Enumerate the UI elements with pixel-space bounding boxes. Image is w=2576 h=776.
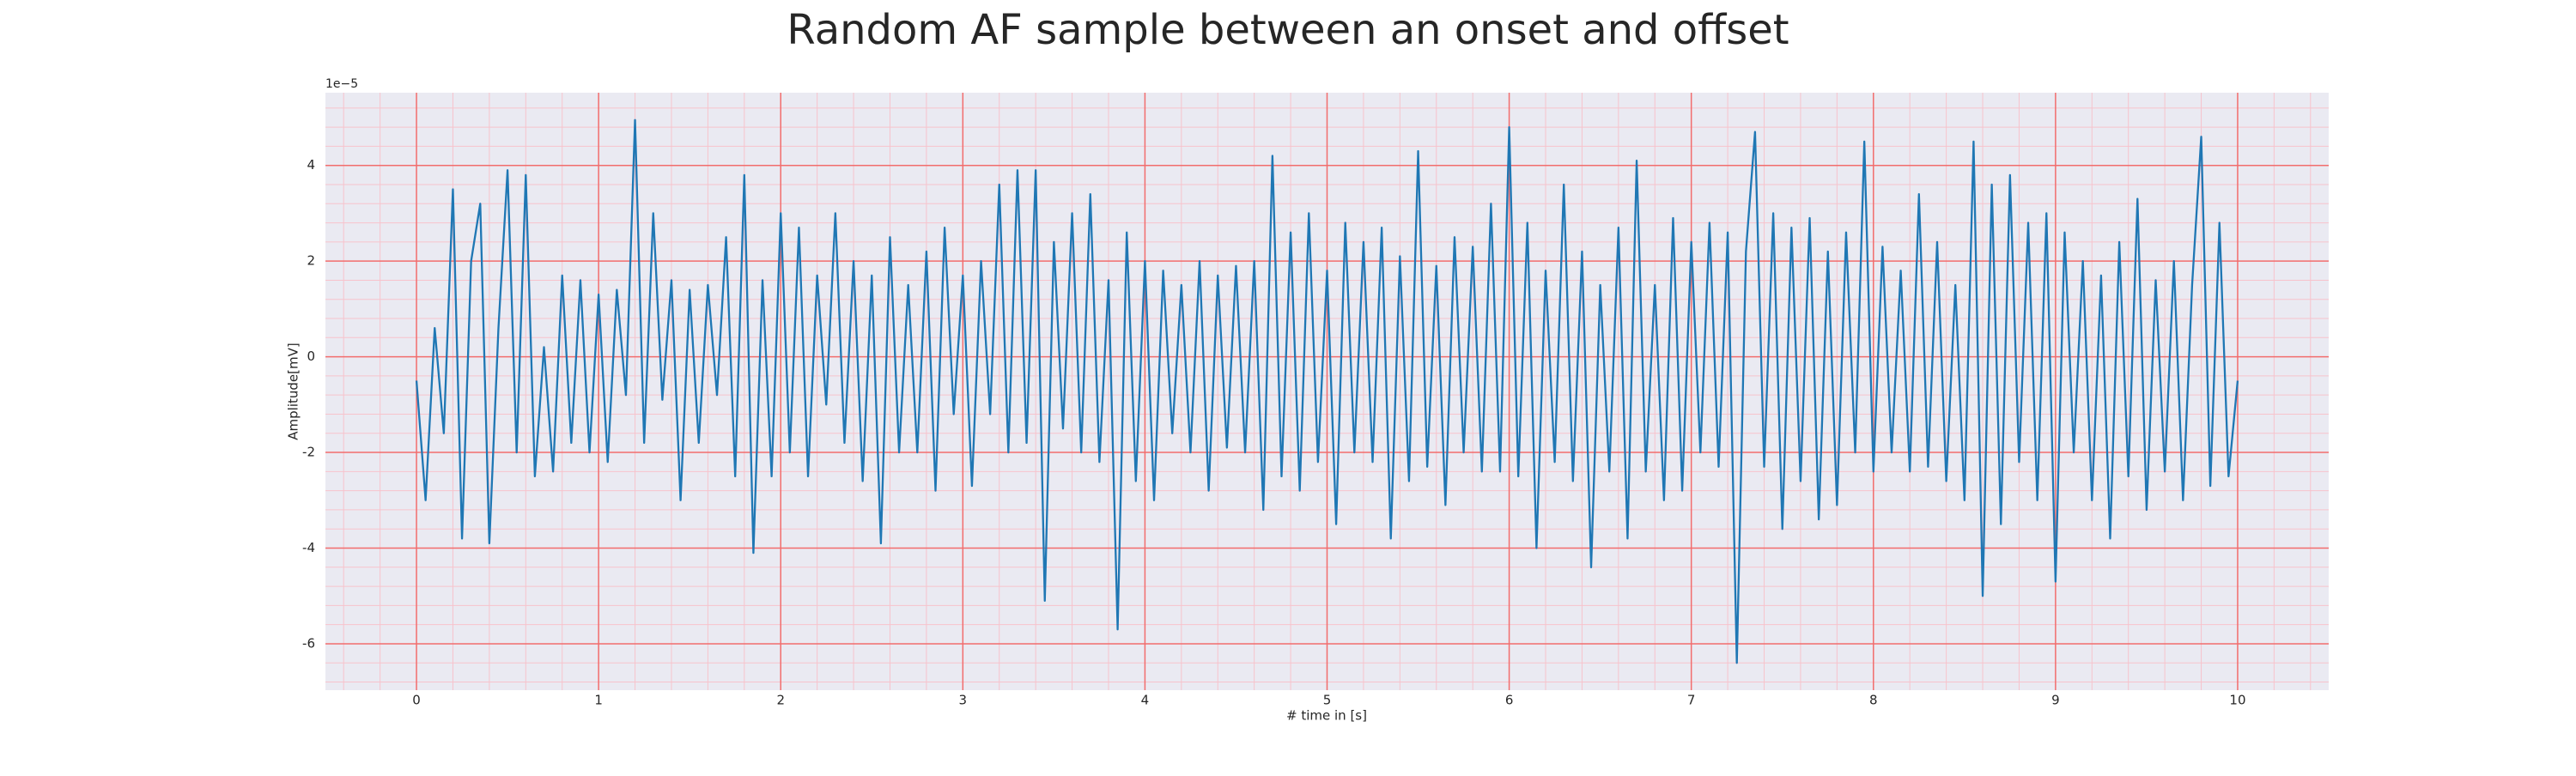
x-axis-label: # time in [s] [1286,708,1367,724]
y-tick-label: 0 [307,349,315,364]
x-tick-label: 5 [1323,693,1332,708]
x-tick-label: 3 [959,693,968,708]
x-tick-label: 8 [1869,693,1878,708]
x-tick-label: 2 [776,693,785,708]
chart-title: Random AF sample between an onset and of… [787,6,1789,54]
y-axis-label: Amplitude[mV] [286,343,301,440]
x-tick-label: 1 [594,693,603,708]
y-tick-label: 2 [307,253,315,269]
y-offset-label: 1e−5 [325,77,358,91]
x-tick-label: 10 [2229,693,2245,708]
y-tick-label: -6 [302,635,315,651]
x-tick-label: 0 [412,693,421,708]
x-tick-label: 9 [2051,693,2060,708]
x-tick-label: 4 [1141,693,1150,708]
y-tick-label: -4 [302,540,315,555]
y-tick-label: 4 [307,157,315,173]
y-tick-label: -2 [302,445,315,460]
signal-line [415,118,2239,664]
x-tick-label: 7 [1687,693,1696,708]
x-tick-label: 6 [1505,693,1514,708]
